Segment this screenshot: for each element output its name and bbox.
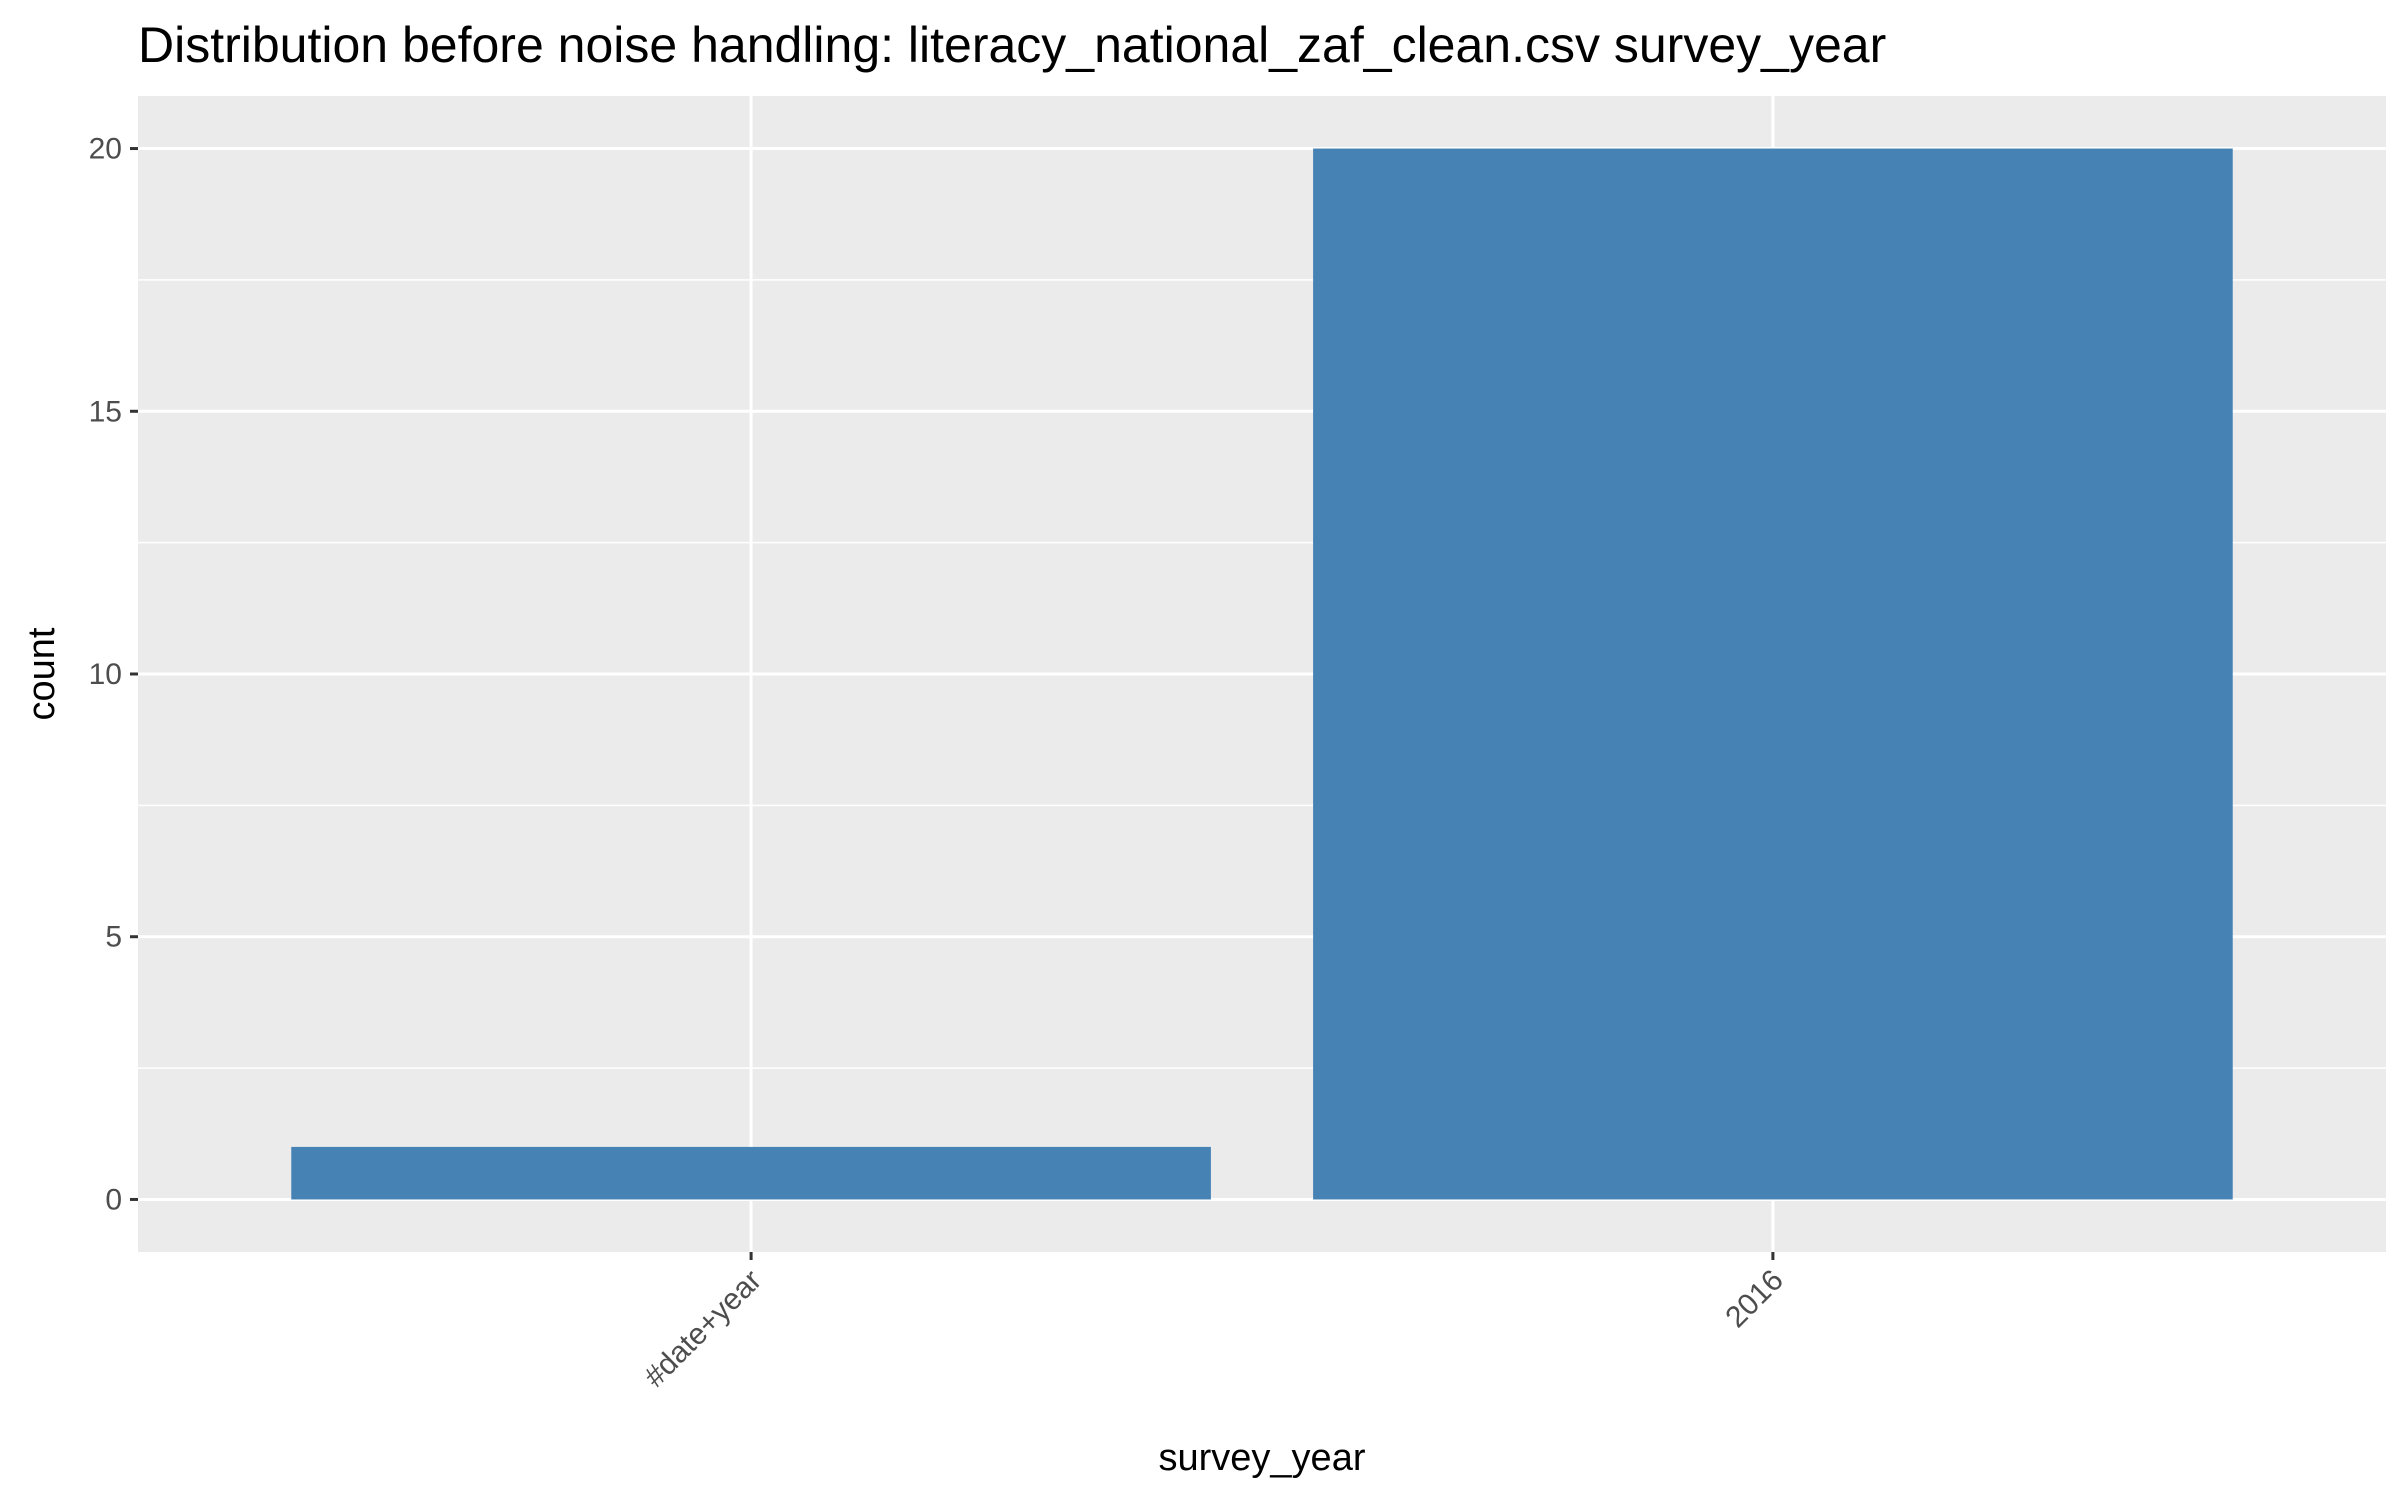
y-tick-label: 5 [105,921,122,954]
x-tick-label: #date+year [638,1264,768,1394]
y-axis: 0 5 10 15 20 [89,133,138,1216]
y-axis-title: count [21,627,63,720]
y-tick-label: 10 [89,658,122,691]
x-axis-title: survey_year [1159,1437,1366,1479]
x-axis: #date+year 2016 [638,1252,1790,1394]
y-tick-label: 15 [89,395,122,428]
bars [291,148,2233,1200]
x-tick-label: 2016 [1719,1264,1790,1335]
y-tick-label: 20 [89,133,122,166]
y-tick-label: 0 [105,1183,122,1216]
chart-title: Distribution before noise handling: lite… [138,17,1886,73]
bar [1313,148,2233,1200]
bar [291,1146,1211,1200]
